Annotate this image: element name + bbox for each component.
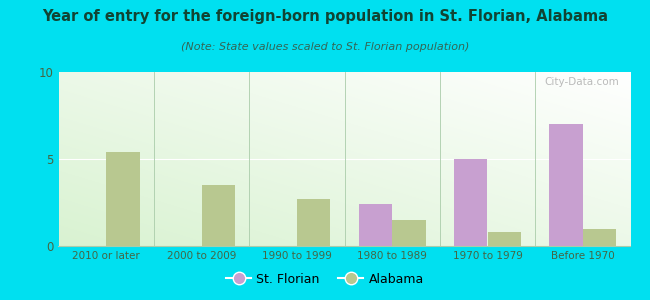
- Legend: St. Florian, Alabama: St. Florian, Alabama: [221, 268, 429, 291]
- Text: City-Data.com: City-Data.com: [544, 77, 619, 87]
- Bar: [297, 199, 330, 246]
- Bar: [454, 159, 488, 246]
- Text: (Note: State values scaled to St. Florian population): (Note: State values scaled to St. Floria…: [181, 42, 469, 52]
- Bar: [392, 220, 426, 246]
- Bar: [488, 232, 521, 246]
- Bar: [359, 204, 392, 246]
- Text: Year of entry for the foreign-born population in St. Florian, Alabama: Year of entry for the foreign-born popul…: [42, 9, 608, 24]
- Bar: [106, 152, 140, 246]
- Bar: [583, 229, 616, 246]
- Bar: [202, 185, 235, 246]
- Bar: [549, 124, 583, 246]
